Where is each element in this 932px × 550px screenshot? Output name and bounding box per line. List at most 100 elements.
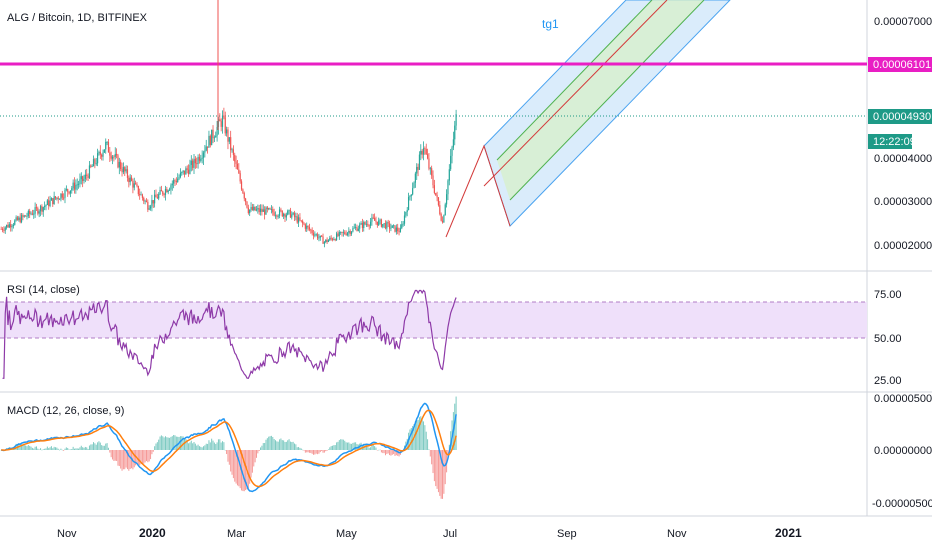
candle-body [344,232,346,234]
candle-body [412,188,414,195]
macd-histogram-bar [443,450,445,494]
macd-histogram-bar [64,448,66,450]
macd-histogram-bar [416,418,418,450]
candle-body [148,208,150,210]
candle-body [77,183,80,185]
macd-histogram-bar [140,450,142,465]
candle-body [91,166,93,168]
macd-histogram-bar [356,444,358,450]
price-pane[interactable]: tg1 ALG / Bitcoin, 1D, BITFINEX [0,0,867,248]
candle-body [447,180,449,195]
candle-body [390,227,392,229]
macd-histogram-bar [302,449,304,451]
macd-histogram-bar [196,445,198,450]
macd-histogram-bar [76,448,78,450]
macd-histogram-bar [344,440,346,450]
candle-body [208,135,210,148]
candle-body [321,235,323,237]
channel-median-line[interactable] [483,0,668,187]
macd-histogram-bar [23,444,25,450]
macd-histogram-bar [397,450,399,456]
candle-body [293,212,296,218]
candle-body [84,174,86,179]
macd-histogram-bar [117,450,119,466]
candle-body [132,180,134,188]
macd-pane[interactable]: MACD (12, 26, close, 9) 0.00000500 0.000… [0,393,932,510]
candle-body [114,154,116,157]
candle-body [264,209,266,215]
channel-anchor-lines[interactable] [445,144,511,238]
candle-body [223,115,225,118]
candle-body [287,210,289,215]
macd-histogram-bar [423,421,425,450]
candle-body [63,197,65,199]
candle-body [268,208,270,210]
macd-histogram-bar [228,450,230,465]
candle-body [177,178,179,183]
macd-histogram-bar [173,434,175,450]
candle-body [79,179,81,184]
channel-outer-band[interactable] [483,0,731,227]
candle-body [330,237,332,239]
candle-body [372,217,374,219]
rsi-tick: 50.00 [874,333,902,345]
candle-body [440,214,442,221]
signal-line[interactable] [1,409,457,488]
rsi-line[interactable] [2,289,457,380]
candle-body [45,205,47,207]
macd-histogram-bar [300,448,302,450]
macd-histogram-bar [90,444,92,450]
candle-body [105,141,107,150]
candle-body [234,154,236,162]
macd-histogram-bar [133,450,135,468]
rsi-pane[interactable]: RSI (14, close) 75.00 50.00 25.00 [0,284,902,387]
candle-body [19,217,21,223]
candle-body [452,139,454,148]
candle-body [129,177,131,183]
price-axis[interactable]: 0.00007000 0.00004000 0.00003000 0.00002… [868,16,932,252]
candle-body [68,191,70,194]
candle-body [387,222,389,224]
candle-body [386,222,388,229]
macd-tick: 0.00000000 [874,445,932,457]
candle-body [182,170,184,173]
macd-histogram-bar [166,437,168,450]
candle-body [402,223,404,225]
macd-histogram-bar [444,450,446,485]
macd-histogram-bar [270,435,272,450]
candle-body [143,197,145,202]
macd-histogram-bar [337,441,339,450]
channel-inner-upper-line[interactable] [496,0,653,161]
time-axis[interactable]: Nov 2020 Mar May Jul Sep Nov 2021 [57,526,802,540]
candle-body [198,156,201,161]
macd-tick: 0.00000500 [874,393,932,405]
candle-body [327,240,330,242]
candlestick-series [0,0,457,248]
macd-histogram-bar [234,450,236,482]
macd-histogram-bar [254,450,256,463]
macd-histogram-bar [217,439,219,450]
candle-body [31,213,34,215]
candle-body [49,200,51,207]
macd-histogram-bar [236,450,238,486]
macd-histogram-bar [37,448,39,450]
macd-histogram-bar [102,445,104,450]
drawing-label-tg1[interactable]: tg1 [542,17,559,31]
candle-body [156,197,158,199]
macd-histogram-bar [313,450,315,455]
candle-body [189,164,191,174]
macd-histogram-bar [190,440,192,450]
macd-histogram-bar [31,447,33,450]
macd-histogram-bar [372,444,374,450]
candle-body [304,224,306,229]
macd-histogram-bar [231,450,233,475]
candle-body [311,230,313,234]
candle-body [384,223,387,229]
candle-body [98,151,100,154]
macd-histogram-bar [91,444,93,450]
candle-body [155,194,157,198]
channel-inner-lower-line[interactable] [509,0,705,201]
channel-inner-band[interactable] [497,0,704,200]
candle-body [421,150,423,155]
